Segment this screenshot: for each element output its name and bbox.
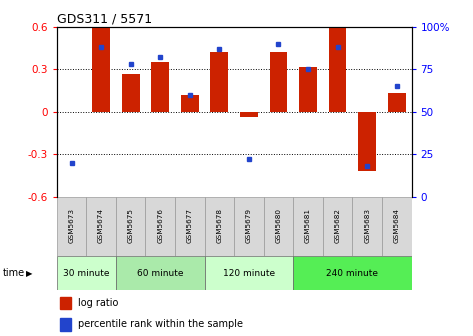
Text: GSM5684: GSM5684: [394, 208, 400, 243]
Bar: [359, 112, 376, 171]
Bar: [57, 197, 86, 256]
Text: ▶: ▶: [26, 269, 33, 278]
Text: GSM5676: GSM5676: [157, 208, 163, 243]
Bar: [122, 74, 140, 112]
Text: percentile rank within the sample: percentile rank within the sample: [78, 319, 243, 329]
Bar: [270, 52, 287, 112]
Bar: [175, 197, 204, 256]
Text: GSM5678: GSM5678: [216, 208, 222, 243]
Text: 120 minute: 120 minute: [223, 269, 275, 278]
Text: GSM5682: GSM5682: [334, 208, 341, 243]
Bar: [210, 52, 228, 112]
Bar: [323, 197, 352, 256]
Bar: [240, 112, 258, 118]
Bar: [61, 318, 71, 331]
Bar: [382, 197, 412, 256]
Bar: [205, 197, 234, 256]
Bar: [116, 197, 146, 256]
Bar: [293, 256, 412, 290]
Bar: [61, 297, 71, 309]
Bar: [329, 27, 346, 112]
Bar: [352, 197, 382, 256]
Bar: [293, 197, 323, 256]
Bar: [388, 93, 405, 112]
Text: GDS311 / 5571: GDS311 / 5571: [57, 13, 152, 26]
Bar: [57, 256, 116, 290]
Text: GSM5674: GSM5674: [98, 208, 104, 243]
Bar: [299, 67, 317, 112]
Bar: [234, 197, 264, 256]
Text: GSM5681: GSM5681: [305, 208, 311, 243]
Bar: [205, 256, 293, 290]
Text: time: time: [2, 268, 25, 278]
Bar: [86, 197, 116, 256]
Text: 30 minute: 30 minute: [63, 269, 110, 278]
Bar: [92, 27, 110, 112]
Text: GSM5673: GSM5673: [69, 208, 75, 243]
Text: GSM5680: GSM5680: [275, 208, 281, 243]
Bar: [181, 95, 199, 112]
Bar: [116, 256, 205, 290]
Text: 240 minute: 240 minute: [326, 269, 378, 278]
Text: GSM5679: GSM5679: [246, 208, 252, 243]
Text: log ratio: log ratio: [78, 298, 118, 308]
Bar: [264, 197, 293, 256]
Text: 60 minute: 60 minute: [137, 269, 184, 278]
Text: GSM5675: GSM5675: [128, 208, 134, 243]
Text: GSM5683: GSM5683: [364, 208, 370, 243]
Text: GSM5677: GSM5677: [187, 208, 193, 243]
Bar: [146, 197, 175, 256]
Bar: [151, 62, 169, 112]
